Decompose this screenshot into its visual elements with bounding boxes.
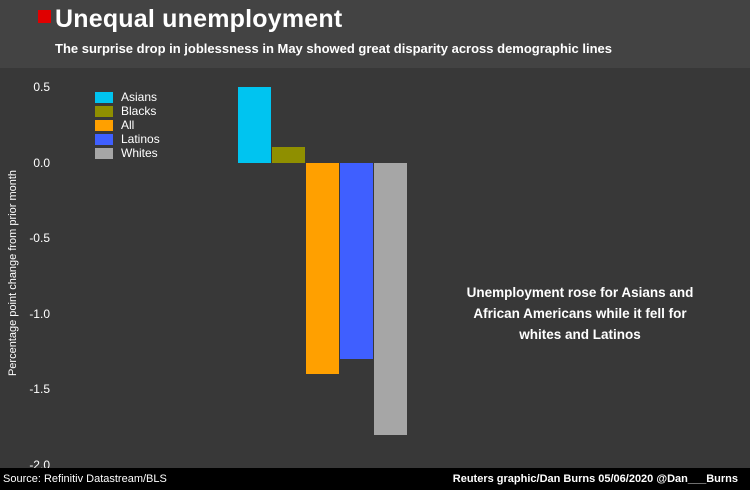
bar-latinos <box>340 162 373 360</box>
legend-swatch-icon <box>95 147 113 159</box>
legend-label: Latinos <box>121 132 160 146</box>
legend-label: Blacks <box>121 104 157 118</box>
legend-item-latinos: Latinos <box>95 132 160 146</box>
legend: Asians Blacks All Latinos Whites <box>95 90 160 160</box>
y-tick-label: -1.0 <box>29 306 50 321</box>
legend-label: Whites <box>121 146 158 160</box>
chart-header: Unequal unemployment The surprise drop i… <box>0 0 750 68</box>
credit-note: Reuters graphic/Dan Burns 05/06/2020 @Da… <box>452 473 738 485</box>
y-tick-label: 0.5 <box>33 80 50 94</box>
brand-square-icon <box>38 10 51 23</box>
legend-label: All <box>121 118 135 132</box>
bar-asians <box>238 87 271 163</box>
annotation-text: Unemployment rose for Asians and African… <box>466 285 694 342</box>
legend-swatch-icon <box>95 105 113 117</box>
legend-item-asians: Asians <box>95 90 160 104</box>
plot-area: 0.5 0.0 -0.5 -1.0 -1.5 -2.0 Asians Blacks All La… <box>0 80 750 472</box>
legend-item-blacks: Blacks <box>95 104 160 118</box>
legend-swatch-icon <box>95 119 113 131</box>
legend-item-whites: Whites <box>95 146 160 160</box>
bar-whites <box>374 162 407 435</box>
chart-title: Unequal unemployment <box>55 5 343 33</box>
legend-swatch-icon <box>95 133 113 145</box>
footer: Source: Refinitiv Datastream/BLS Reuters… <box>0 468 750 490</box>
source-note: Source: Refinitiv Datastream/BLS <box>3 473 167 485</box>
y-tick-label: -1.5 <box>29 382 50 397</box>
legend-label: Asians <box>121 90 158 104</box>
bar-all <box>306 162 339 375</box>
bar-blacks <box>272 147 305 163</box>
chart-subtitle: The surprise drop in joblessness in May … <box>55 41 612 56</box>
legend-item-all: All <box>95 118 160 132</box>
y-tick-label: -0.5 <box>29 231 50 246</box>
y-tick-label: 0.0 <box>33 155 50 170</box>
legend-swatch-icon <box>95 91 113 103</box>
